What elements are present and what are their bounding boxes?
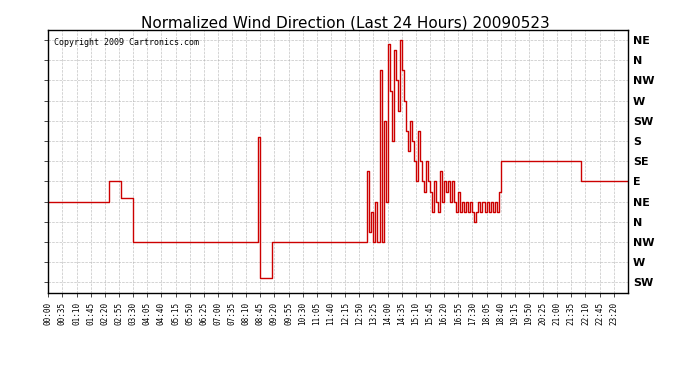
Text: Copyright 2009 Cartronics.com: Copyright 2009 Cartronics.com [54, 38, 199, 47]
Text: Normalized Wind Direction (Last 24 Hours) 20090523: Normalized Wind Direction (Last 24 Hours… [141, 15, 549, 30]
